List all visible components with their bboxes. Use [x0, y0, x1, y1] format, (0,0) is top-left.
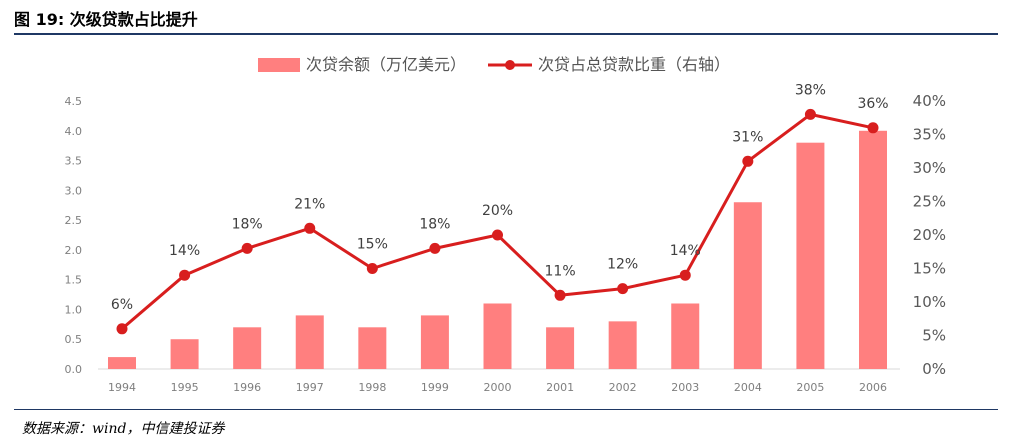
left-axis-tick-label: 3.0 — [65, 184, 83, 197]
bar — [796, 142, 825, 369]
right-axis-tick-label: 15% — [913, 260, 946, 278]
bar — [358, 327, 387, 369]
x-axis-tick-label: 1995 — [171, 381, 199, 394]
bar — [733, 202, 762, 369]
line-data-label: 6% — [111, 297, 133, 313]
line-point — [492, 229, 503, 241]
chart-axes: 0.0 0.5 1.0 1.5 2.0 2.5 3.0 3.5 4.0 4.5 0% 5% 10% 15%… — [65, 92, 947, 394]
bottom-rule — [14, 409, 998, 410]
x-axis-tick-label: 1999 — [421, 381, 449, 394]
x-axis-tick-label: 1998 — [358, 381, 386, 394]
bar — [233, 327, 262, 369]
x-axis-tick-label: 2004 — [734, 381, 762, 394]
legend-bar-label: 次贷余额（万亿美元） — [306, 55, 466, 74]
bar — [420, 315, 449, 369]
line-data-label: 18% — [419, 216, 450, 232]
bar — [546, 327, 575, 369]
left-axis-tick-label: 0.5 — [65, 333, 83, 346]
x-axis-tick-label: 2001 — [546, 381, 574, 394]
x-axis-tick-label: 2006 — [859, 381, 887, 394]
line-point — [617, 283, 629, 295]
line-data-label: 20% — [482, 203, 513, 219]
line-point — [867, 122, 879, 134]
line-series — [116, 108, 879, 335]
left-axis-tick-label: 4.5 — [65, 95, 83, 108]
line-point — [679, 269, 691, 281]
legend-line-label: 次贷占总贷款比重（右轴） — [538, 55, 730, 74]
left-axis-tick-label: 3.5 — [65, 155, 83, 168]
line-point — [804, 108, 816, 120]
bar — [295, 315, 324, 369]
line-data-label: 18% — [232, 216, 263, 232]
left-axis-tick-label: 4.0 — [65, 125, 83, 138]
right-axis-tick-label: 25% — [913, 193, 946, 211]
line-data-label: 21% — [294, 196, 325, 212]
line-point — [554, 289, 566, 301]
source-note: 数据来源：wind，中信建投证券 — [22, 421, 225, 437]
legend-bar-swatch — [258, 58, 300, 72]
right-axis-tick-label: 35% — [913, 126, 946, 144]
x-axis-tick-label: 1994 — [108, 381, 136, 394]
bar — [859, 130, 887, 369]
x-axis-tick-label: 1996 — [233, 381, 261, 394]
right-axis-tick-label: 30% — [913, 159, 946, 177]
line-point — [304, 222, 316, 234]
x-axis-tick-label: 1997 — [296, 381, 324, 394]
right-axis-tick-label: 20% — [913, 226, 946, 244]
right-axis-tick-label: 0% — [922, 360, 946, 378]
x-axis-tick-label: 2000 — [484, 381, 512, 394]
line-data-label: 36% — [857, 96, 888, 112]
chart: 次贷余额（万亿美元） 次贷占总贷款比重（右轴） 0.0 0.5 1.0 1.5 2.0 2… — [65, 55, 947, 394]
bar — [170, 339, 199, 369]
right-axis-tick-label: 40% — [913, 92, 946, 110]
x-axis-tick-label: 2002 — [609, 381, 637, 394]
line-data-label: 38% — [795, 82, 826, 98]
bar — [483, 303, 512, 369]
data-labels: 6% 14% 18% 21% 15% 18% 20% 11% 12% 14% 31% 38% 36% — [111, 82, 889, 312]
bar — [671, 303, 700, 369]
left-axis-tick-label: 2.5 — [65, 214, 83, 227]
legend-line-marker — [505, 60, 515, 70]
line-point — [241, 242, 253, 254]
line-point — [179, 269, 191, 281]
right-axis-tick-label: 10% — [913, 293, 946, 311]
top-rule — [14, 33, 998, 35]
line-point — [116, 323, 128, 335]
left-axis-tick-label: 0.0 — [65, 363, 83, 376]
line-point — [742, 155, 754, 167]
right-axis-tick-label: 5% — [922, 327, 946, 345]
figure-title: 图 19: 次级贷款占比提升 — [14, 10, 198, 29]
left-axis-tick-label: 1.0 — [65, 303, 83, 316]
line-data-label: 15% — [357, 237, 388, 253]
line-data-label: 14% — [169, 243, 200, 259]
left-axis-tick-label: 2.0 — [65, 244, 83, 257]
line-data-label: 31% — [732, 129, 763, 145]
line-data-label: 14% — [670, 243, 701, 259]
chart-legend: 次贷余额（万亿美元） 次贷占总贷款比重（右轴） — [258, 55, 730, 74]
x-axis-tick-label: 2005 — [796, 381, 824, 394]
line-point — [366, 263, 378, 274]
bar-series — [108, 130, 887, 369]
left-axis-tick-label: 1.5 — [65, 274, 83, 287]
bar — [108, 357, 136, 369]
line-data-label: 11% — [545, 263, 576, 279]
x-axis-tick-label: 2003 — [671, 381, 699, 394]
bar — [608, 321, 637, 369]
line-data-label: 12% — [607, 257, 638, 273]
line-point — [429, 242, 441, 254]
